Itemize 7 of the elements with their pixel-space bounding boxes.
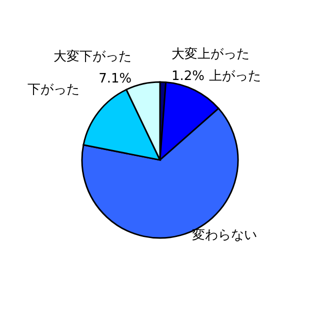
slice-label: 大変下がった: [54, 48, 132, 64]
slice-label: 下がった: [27, 82, 80, 98]
data-label: 1.2%: [171, 69, 204, 84]
slice-label: 変わらない: [192, 226, 257, 243]
slice-label: 上がった: [208, 69, 261, 84]
data-label: 7.1%: [98, 71, 132, 86]
slice-label: 大変上がった: [171, 46, 250, 62]
